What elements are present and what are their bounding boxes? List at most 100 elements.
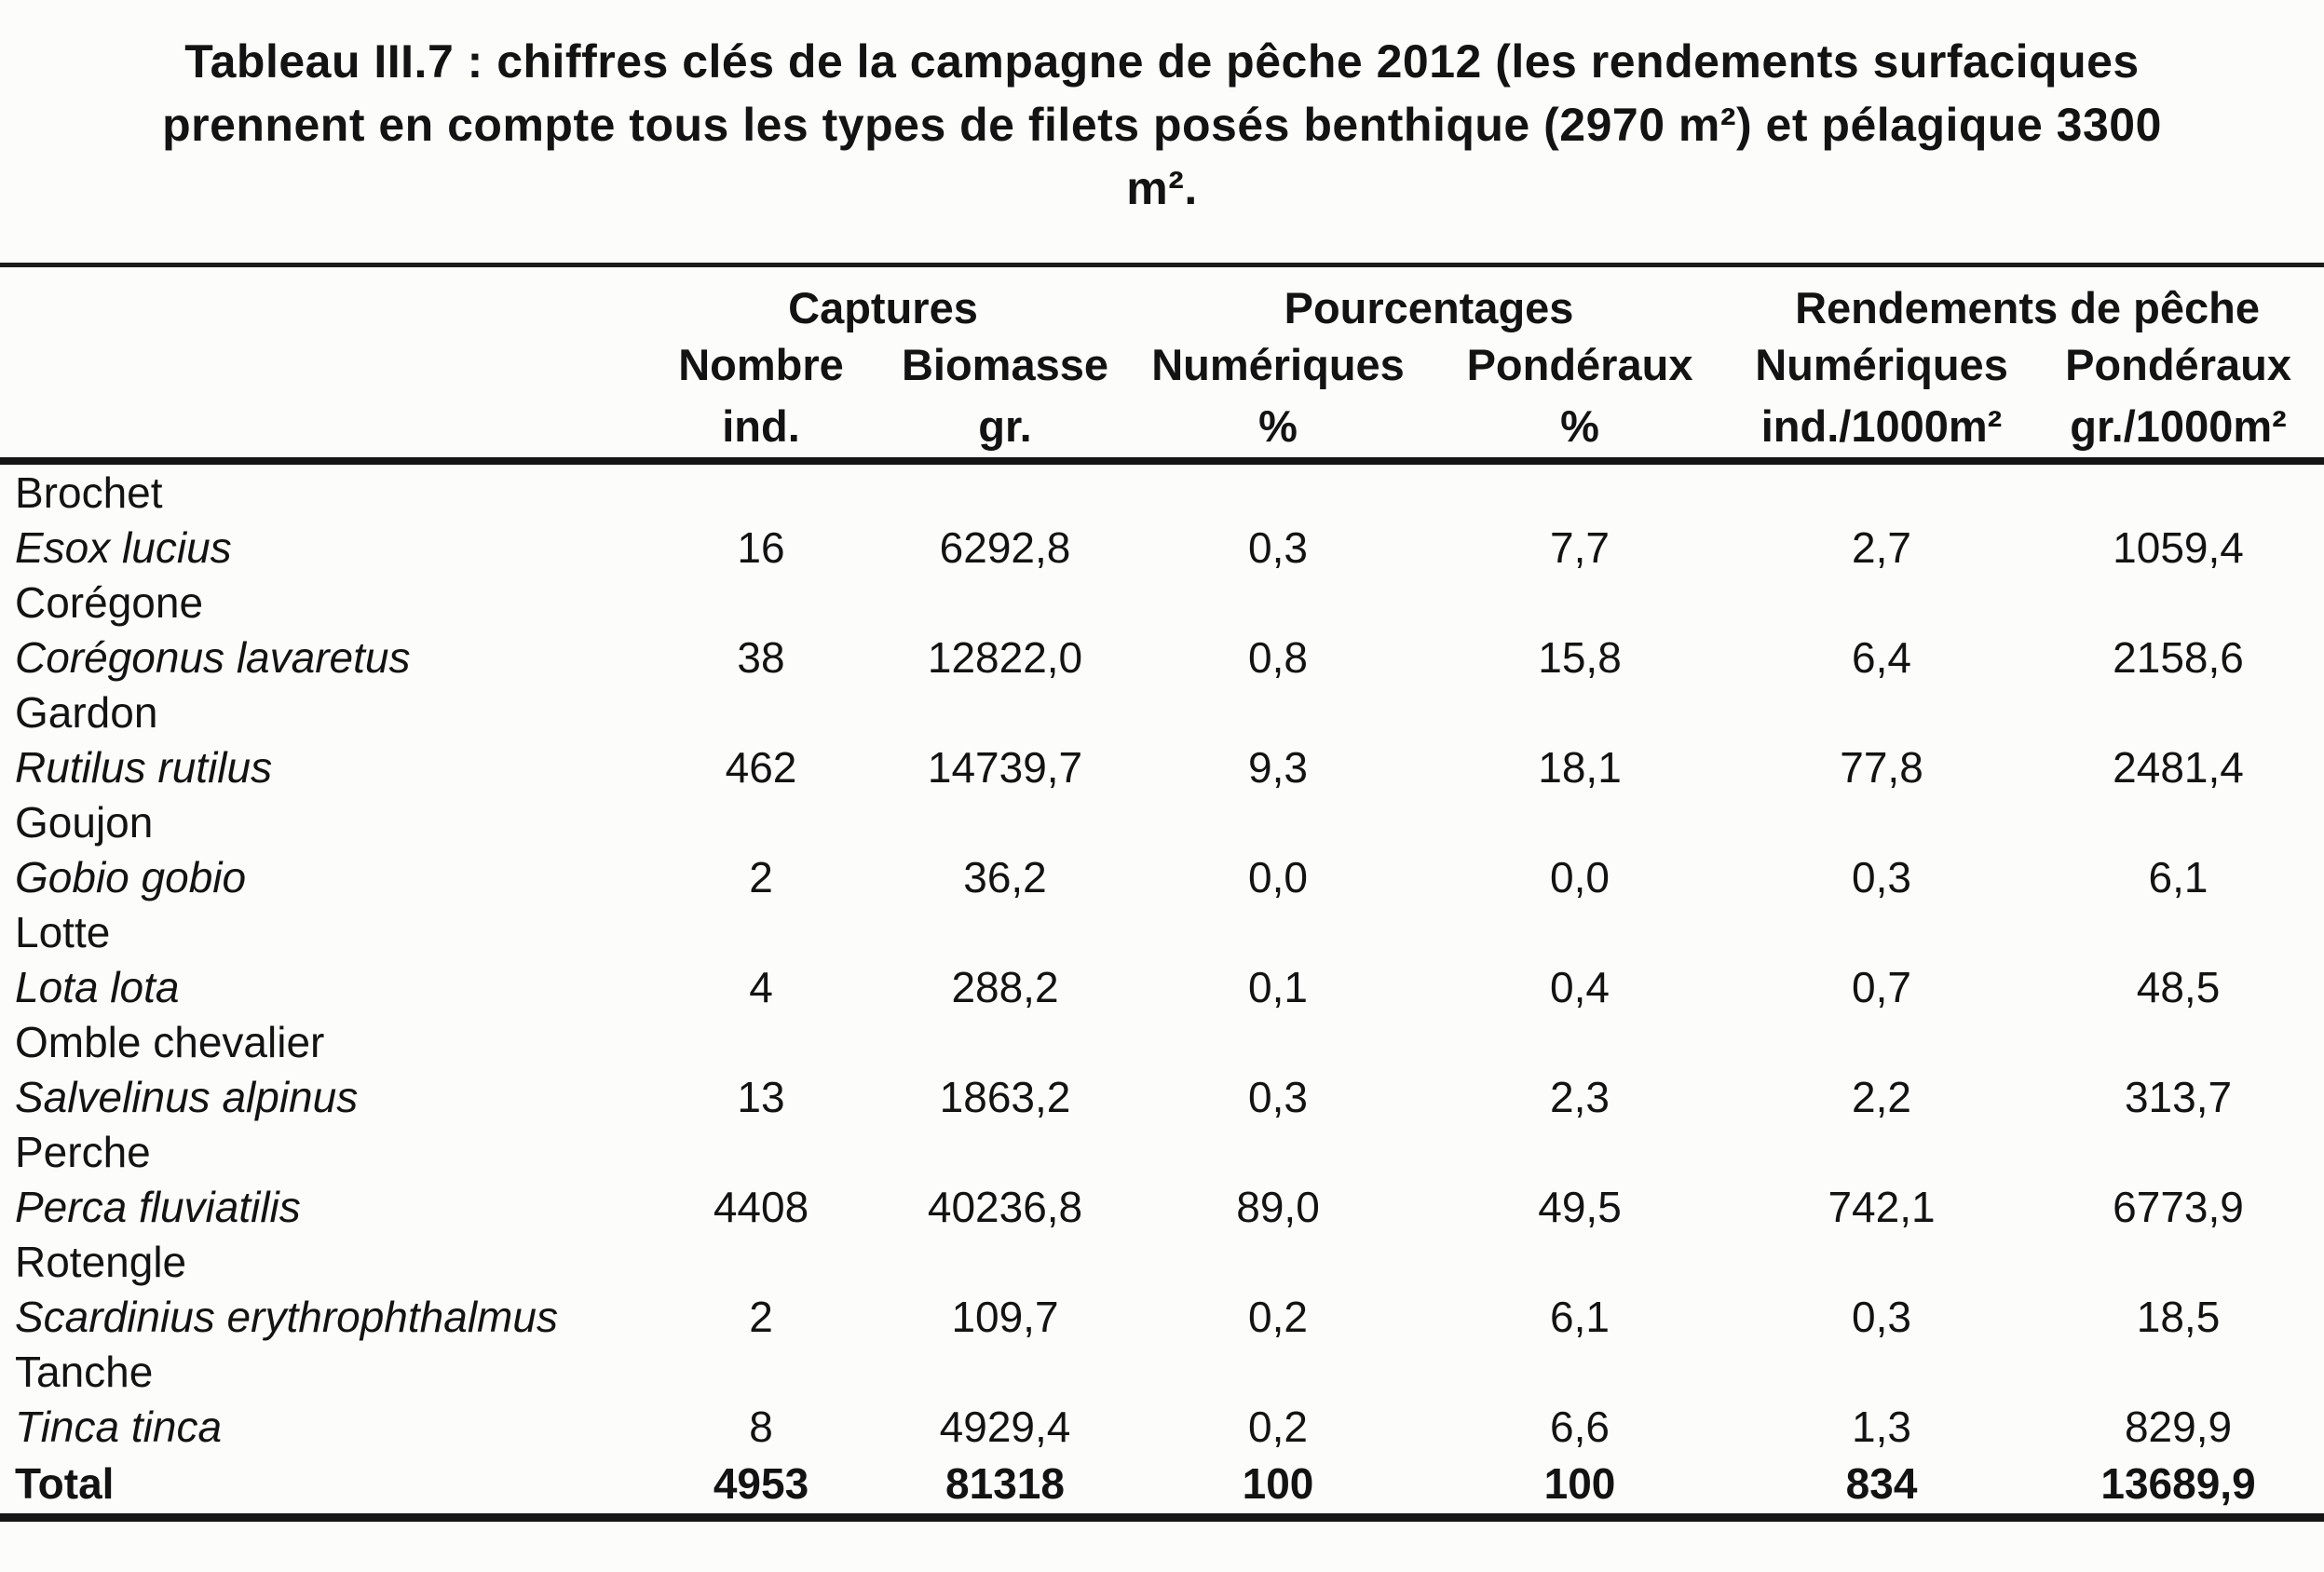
fish-catch-table: Captures Pourcentages Rendements de pêch… <box>0 263 2324 1522</box>
table-row: Corégone <box>0 575 2324 630</box>
group-header-spacer <box>0 265 639 335</box>
cell-nombre: 2 <box>749 1292 773 1341</box>
table-row: Tanche <box>0 1344 2324 1399</box>
column-name-spacer <box>0 334 639 394</box>
cell-rend-ponderal: 2481,4 <box>2113 742 2244 792</box>
species-scientific-name: Salvelinus alpinus <box>15 1072 359 1121</box>
empty-cells <box>639 1124 2324 1179</box>
species-scientific-name: Esox lucius <box>15 522 232 572</box>
species-scientific-name: Perca fluviatilis <box>15 1182 301 1231</box>
table-row: Gobio gobio 2 36,2 0,0 0,0 0,3 6,1 <box>0 849 2324 904</box>
cell-rend-numerique: 742,1 <box>1828 1182 1936 1231</box>
table-body: Brochet Esox lucius 16 6292,8 0,3 7,7 2,… <box>0 461 2324 1454</box>
cell-rend-numerique: 2,2 <box>1852 1072 1911 1121</box>
cell-pct-numerique: 0,3 <box>1248 522 1308 572</box>
empty-cells <box>639 575 2324 630</box>
cell-pct-ponderal: 6,1 <box>1550 1292 1610 1341</box>
cell-rend-numerique: 77,8 <box>1840 742 1923 792</box>
species-scientific-name: Tinca tinca <box>15 1402 223 1451</box>
empty-cells <box>639 1344 2324 1399</box>
column-name-row: Nombre Biomasse Numériques Pondéraux Num… <box>0 334 2324 394</box>
scanned-page: Tableau III.7 : chiffres clés de la camp… <box>0 35 2324 1522</box>
column-unit-nombre: ind. <box>639 394 883 465</box>
total-pct-numerique: 100 <box>1127 1454 1430 1522</box>
group-header-row: Captures Pourcentages Rendements de pêch… <box>0 265 2324 335</box>
column-unit-spacer <box>0 394 639 465</box>
cell-biomasse: 1863,2 <box>939 1072 1071 1121</box>
table-row: Salvelinus alpinus 13 1863,2 0,3 2,3 2,2… <box>0 1069 2324 1124</box>
cell-pct-numerique: 0,2 <box>1248 1292 1308 1341</box>
cell-biomasse: 12822,0 <box>927 632 1083 682</box>
total-pct-ponderal: 100 <box>1429 1454 1732 1522</box>
table-row: Corégonus lavaretus 38 12822,0 0,8 15,8 … <box>0 630 2324 684</box>
cell-rend-numerique: 0,7 <box>1852 962 1911 1011</box>
cell-rend-ponderal: 313,7 <box>2124 1072 2233 1121</box>
cell-nombre: 2 <box>749 852 773 901</box>
total-label: Total <box>0 1454 639 1522</box>
species-common-name: Corégone <box>15 577 204 627</box>
total-row: Total 4953 81318 100 100 834 13689,9 <box>0 1454 2324 1522</box>
column-header-pct-numeriques: Numériques <box>1151 339 1405 389</box>
species-common-name: Omble chevalier <box>15 1017 325 1066</box>
column-header-rend-ponderaux: Pondéraux <box>2065 339 2291 389</box>
cell-pct-numerique: 0,0 <box>1248 852 1308 901</box>
cell-biomasse: 6292,8 <box>939 522 1071 572</box>
cell-pct-ponderal: 2,3 <box>1550 1072 1610 1121</box>
species-scientific-name: Rutilus rutilus <box>15 742 273 792</box>
table-row: Scardinius erythrophthalmus 2 109,7 0,2 … <box>0 1289 2324 1344</box>
total-rend-numerique: 834 <box>1731 1454 2033 1522</box>
cell-pct-numerique: 0,2 <box>1248 1402 1308 1451</box>
cell-pct-ponderal: 18,1 <box>1538 742 1622 792</box>
table-row: Tinca tinca 8 4929,4 0,2 6,6 1,3 829,9 <box>0 1399 2324 1454</box>
cell-nombre: 4408 <box>713 1182 809 1231</box>
table-row: Lotte <box>0 904 2324 959</box>
cell-pct-numerique: 0,1 <box>1248 962 1308 1011</box>
cell-pct-ponderal: 0,0 <box>1550 852 1610 901</box>
cell-pct-ponderal: 7,7 <box>1550 522 1610 572</box>
total-rend-ponderal: 13689,9 <box>2032 1454 2324 1522</box>
column-unit-rend-ponderaux: gr./1000m² <box>2032 394 2324 465</box>
cell-nombre: 16 <box>737 522 785 572</box>
cell-rend-ponderal: 48,5 <box>2136 962 2221 1011</box>
cell-pct-ponderal: 49,5 <box>1538 1182 1622 1231</box>
species-scientific-name: Corégonus lavaretus <box>15 632 411 682</box>
cell-nombre: 13 <box>737 1072 785 1121</box>
species-common-name: Gardon <box>15 687 158 737</box>
cell-pct-ponderal: 6,6 <box>1550 1402 1610 1451</box>
column-header-biomasse: Biomasse <box>901 339 1109 389</box>
cell-nombre: 462 <box>725 742 797 792</box>
empty-cells <box>639 1014 2324 1069</box>
table-row: Perca fluviatilis 4408 40236,8 89,0 49,5… <box>0 1179 2324 1234</box>
species-common-name: Tanche <box>15 1347 154 1396</box>
cell-rend-numerique: 2,7 <box>1852 522 1911 572</box>
cell-rend-numerique: 0,3 <box>1852 852 1911 901</box>
table-row: Goujon <box>0 794 2324 849</box>
cell-biomasse: 36,2 <box>963 852 1047 901</box>
table-header: Captures Pourcentages Rendements de pêch… <box>0 265 2324 465</box>
cell-pct-ponderal: 15,8 <box>1538 632 1622 682</box>
empty-cells <box>639 1234 2324 1289</box>
cell-rend-ponderal: 6,1 <box>2148 852 2208 901</box>
table-row: Esox lucius 16 6292,8 0,3 7,7 2,7 1059,4 <box>0 520 2324 575</box>
cell-nombre: 38 <box>737 632 785 682</box>
cell-biomasse: 4929,4 <box>939 1402 1071 1451</box>
species-common-name: Perche <box>15 1127 151 1176</box>
cell-rend-ponderal: 2158,6 <box>2113 632 2244 682</box>
cell-biomasse: 288,2 <box>951 962 1059 1011</box>
column-unit-pct-ponderaux: % <box>1429 394 1732 465</box>
group-header-captures: Captures <box>788 282 978 332</box>
cell-rend-ponderal: 18,5 <box>2136 1292 2221 1341</box>
table-row: Omble chevalier <box>0 1014 2324 1069</box>
empty-cells <box>639 794 2324 849</box>
species-common-name: Brochet <box>15 468 163 517</box>
species-common-name: Goujon <box>15 797 154 847</box>
table-caption: Tableau III.7 : chiffres clés de la camp… <box>162 35 2162 214</box>
column-unit-rend-numeriques: ind./1000m² <box>1731 394 2033 465</box>
cell-rend-ponderal: 1059,4 <box>2113 522 2244 572</box>
table-row: Rutilus rutilus 462 14739,7 9,3 18,1 77,… <box>0 739 2324 794</box>
cell-rend-numerique: 0,3 <box>1852 1292 1911 1341</box>
species-scientific-name: Lota lota <box>15 962 180 1011</box>
column-header-rend-numeriques: Numériques <box>1755 339 2008 389</box>
cell-pct-ponderal: 0,4 <box>1550 962 1610 1011</box>
cell-rend-ponderal: 829,9 <box>2124 1402 2233 1451</box>
